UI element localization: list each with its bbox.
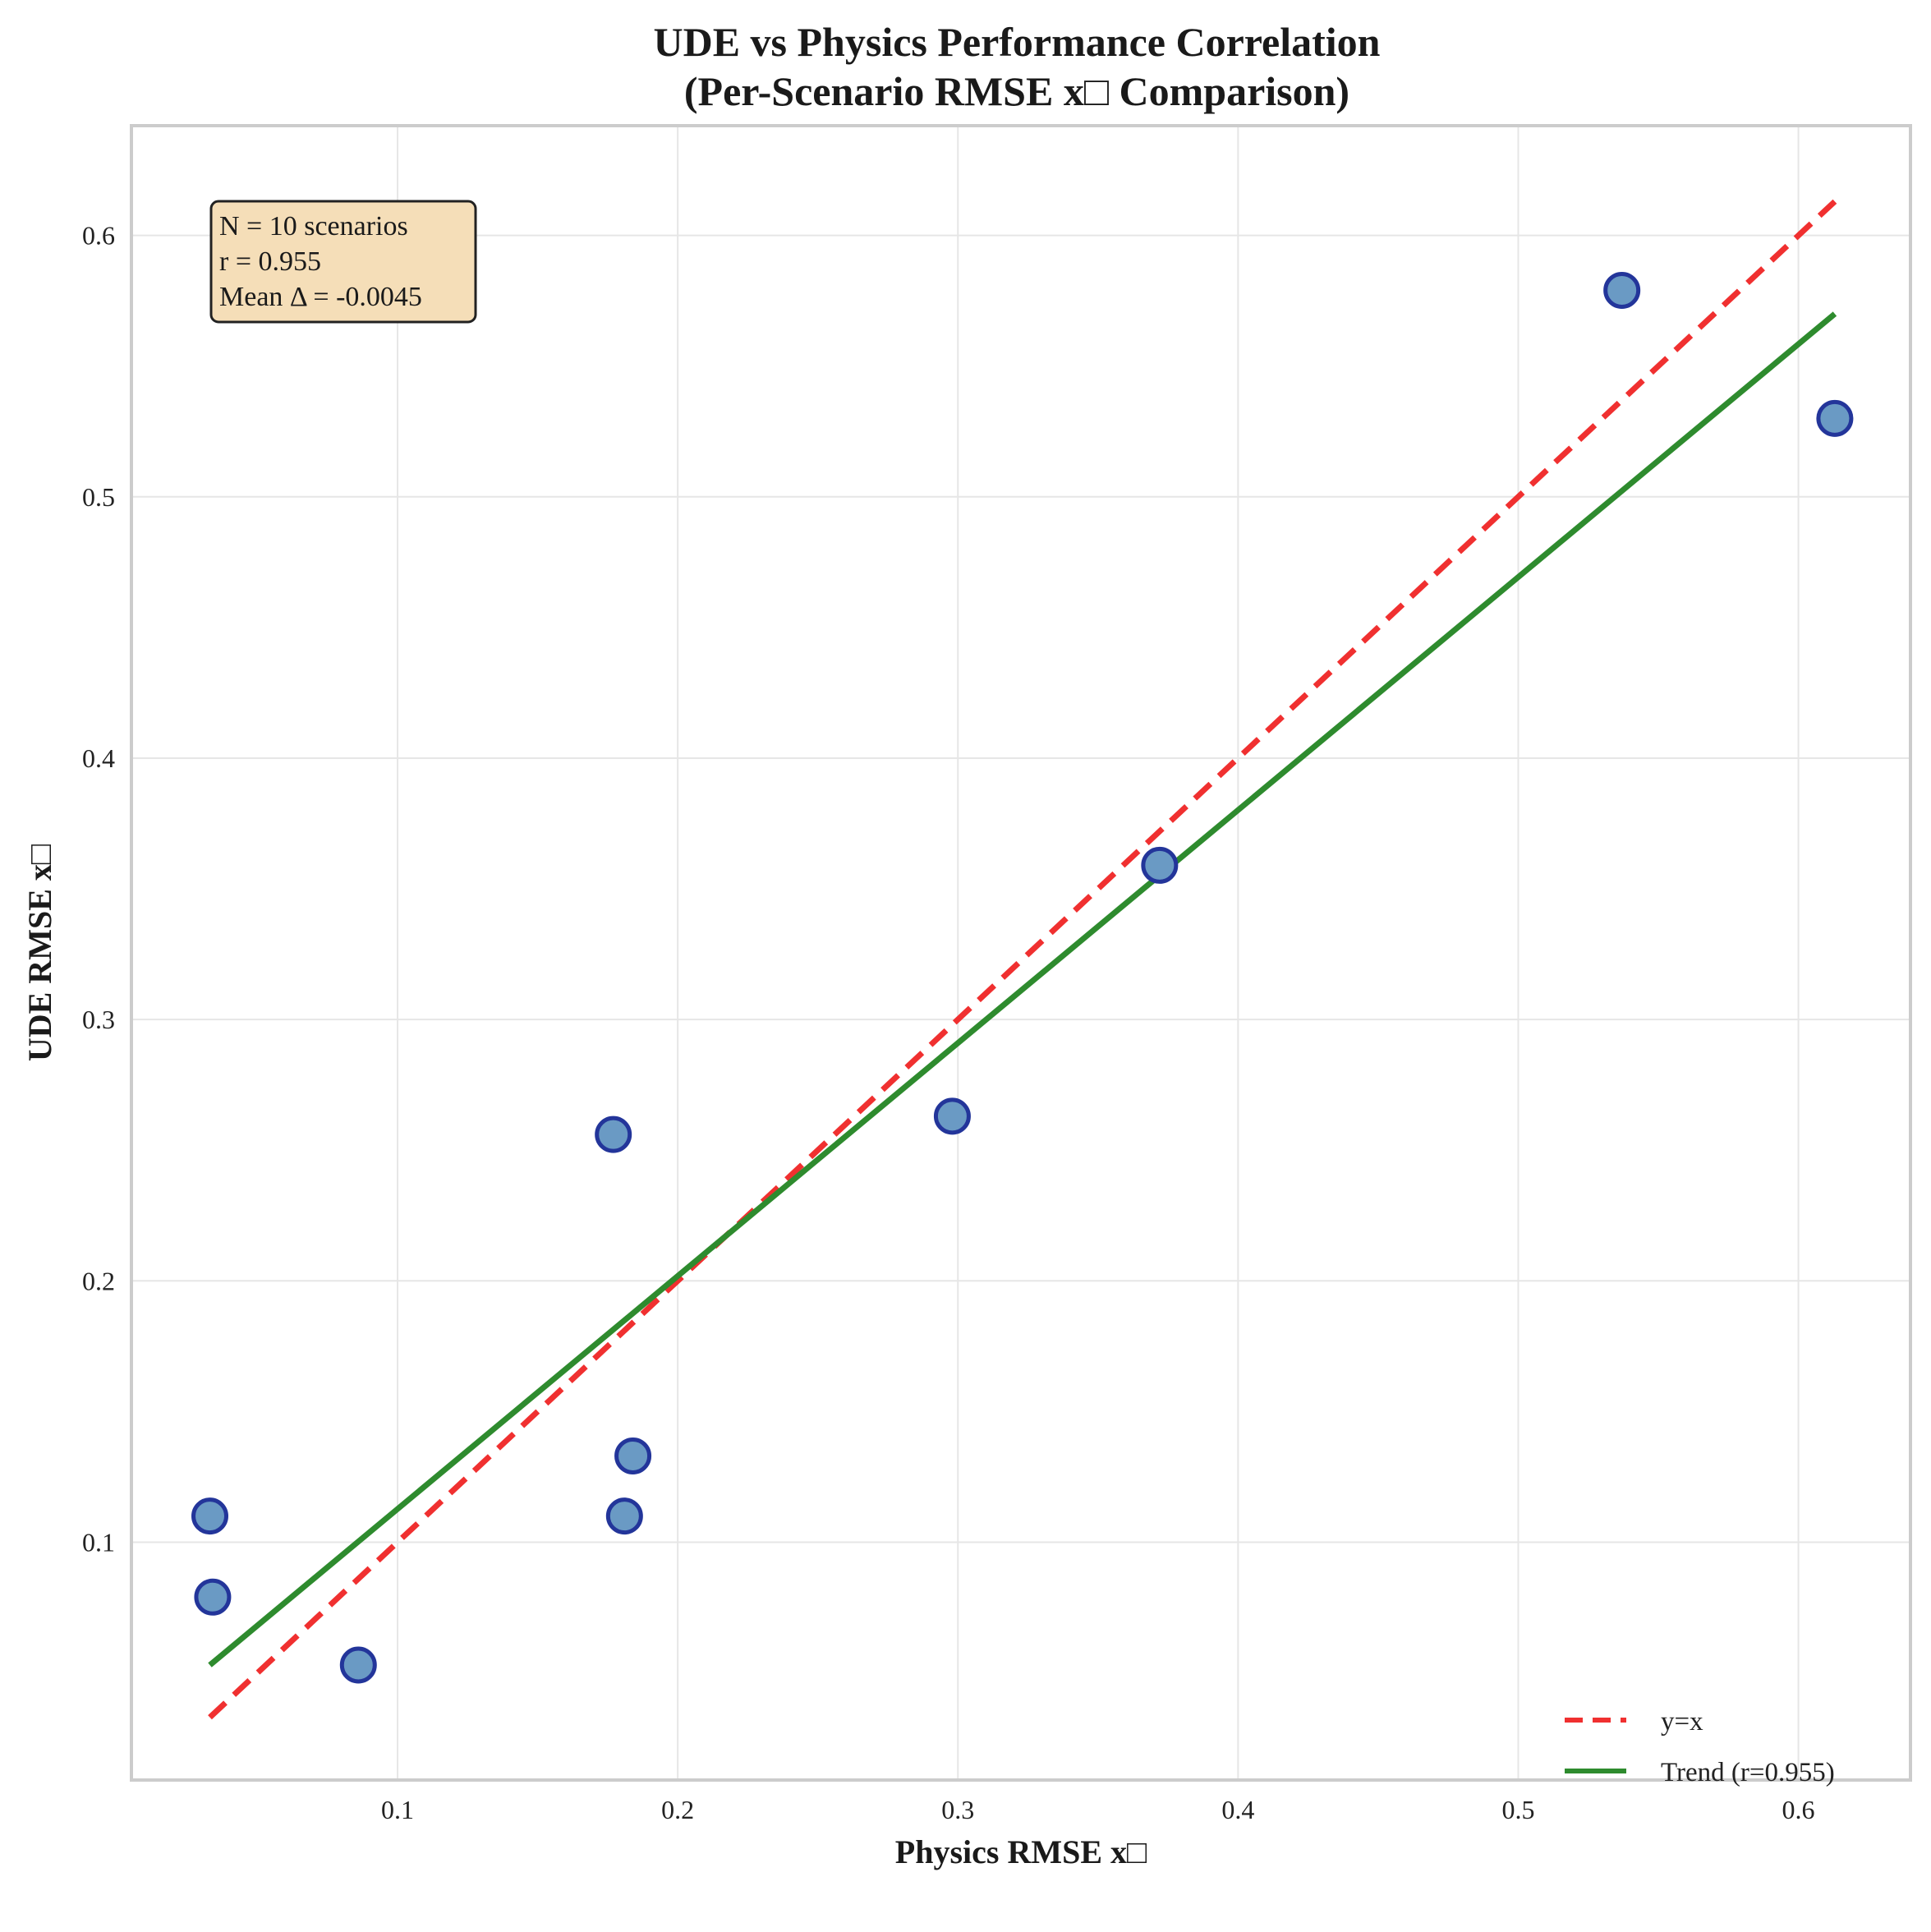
x-tick-label: 0.6 [1782,1795,1815,1824]
x-tick-label: 0.1 [381,1795,414,1824]
scatter-point [191,1497,229,1535]
scatter-point [605,1497,643,1535]
scatter-point [194,1578,232,1616]
scatter-point [1603,271,1641,309]
y-axis-label: UDE RMSE x□ [21,844,58,1061]
stats-line-mean-delta: Mean Δ = -0.0045 [219,282,422,312]
grid [131,126,1910,1780]
scatter-point [614,1437,652,1474]
stats-line-count: N = 10 scenarios [219,211,408,242]
identity-line [208,199,1837,1720]
y-tick-label: 0.6 [82,221,115,251]
scatter-points [191,271,1854,1684]
x-tick-label: 0.3 [941,1795,974,1824]
scatter-point [339,1646,377,1684]
plot-area-border [130,124,1912,1782]
scatter-point [1816,399,1854,437]
trend-line [208,311,1837,1668]
y-tick-label: 0.3 [82,1005,115,1034]
stats-line-correlation: r = 0.955 [219,246,321,277]
scatter-point [933,1097,971,1135]
x-tick-label: 0.4 [1221,1795,1254,1824]
y-tick-label: 0.1 [82,1527,115,1557]
stats-box: N = 10 scenarios r = 0.955 Mean Δ = -0.0… [209,200,477,324]
x-tick-labels: 0.1 0.2 0.3 0.4 0.5 0.6 [381,1795,1815,1824]
y-tick-label: 0.2 [82,1266,115,1295]
x-tick-label: 0.2 [661,1795,694,1824]
x-axis-label: Physics RMSE x□ [895,1833,1147,1870]
legend-identity-label: y=x [1661,1707,1703,1736]
y-tick-label: 0.4 [82,743,115,773]
lines [208,199,1837,1720]
y-tick-labels: 0.1 0.2 0.3 0.4 0.5 0.6 [82,221,115,1557]
scatter-point [1141,846,1179,884]
y-tick-label: 0.5 [82,482,115,512]
chart-subtitle: (Per-Scenario RMSE x□ Comparison) [684,68,1349,114]
stats-box-background [209,200,477,324]
chart-title: UDE vs Physics Performance Correlation [653,19,1380,65]
x-tick-label: 0.5 [1501,1795,1534,1824]
legend-trend-label: Trend (r=0.955) [1661,1758,1835,1787]
scatter-point [595,1116,632,1153]
legend: y=x Trend (r=0.955) [1565,1707,1835,1787]
